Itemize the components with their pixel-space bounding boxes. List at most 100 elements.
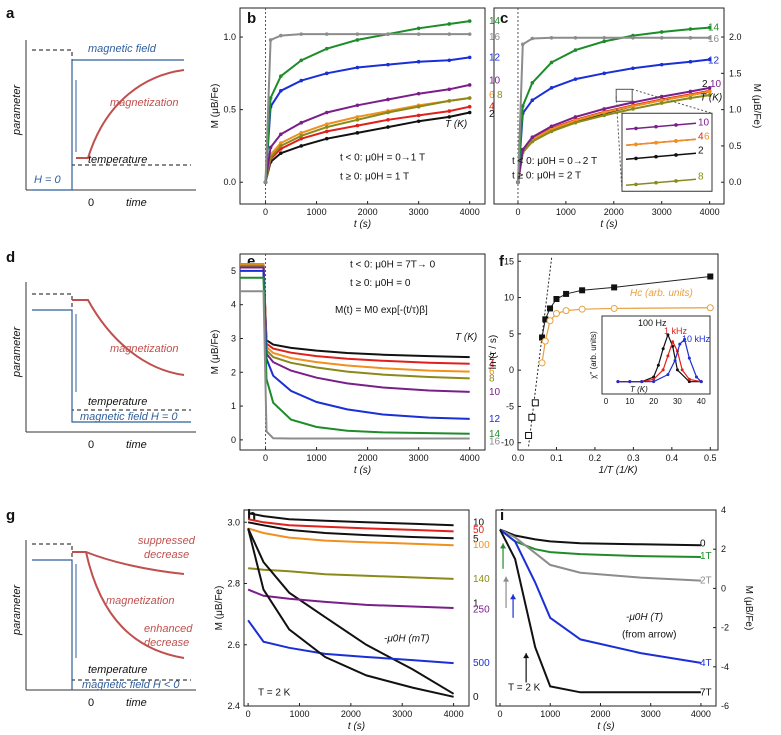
y-tick-label: 2 [721,544,726,554]
data-point [447,99,452,103]
x-tick-label: 1000 [556,207,576,217]
schematic-xlabel: time [126,697,147,709]
series-label: 100 [473,540,490,551]
data-point [386,97,390,102]
data-point [602,71,607,76]
y-tick-label: 0 [509,365,514,375]
x-tick-label: 4000 [460,207,480,217]
series-label: 4T [700,658,712,669]
magnetization-curve [76,69,185,159]
series-label: 12 [708,55,720,66]
data-point [467,110,472,115]
data-point [299,136,304,141]
series-line-i-4T [499,528,702,664]
inset-data-point [673,359,677,363]
label-h-zero: H = 0 [34,174,61,186]
schematic-ylabel: parameter [11,326,23,378]
x-tick-label: 0 [246,709,251,719]
series-label: 6 [489,367,495,378]
label-temperature: temperature [88,664,147,676]
y-tick-label: -6 [721,701,729,711]
x-tick-label: 4000 [444,709,464,719]
y-tick-label: -4 [721,662,729,672]
schematic-xlabel: time [126,439,147,451]
y-tick-label: 0.5 [223,105,236,115]
series-label: 14 [489,429,501,440]
inset-data-point [652,380,656,384]
data-point [324,129,329,134]
series-label: 2 [702,79,708,90]
annotation-line-1: t < 0: μ0H = 0→1 T [340,152,425,163]
y-tick-label: 1.0 [729,105,742,115]
enhanced-curve [85,551,185,659]
data-point [573,48,578,52]
data-point [707,25,712,30]
series-line-b-4 [264,105,470,183]
data-point [631,107,635,111]
data-point-square [539,334,546,341]
inset-data-point [674,179,678,183]
data-point [447,32,452,36]
data-point [324,46,329,51]
data-point [355,117,360,122]
series-label: 0 [473,692,479,703]
x-tick-label: 1000 [540,709,560,719]
series-line-c-16 [517,36,710,183]
x-tick-label: 2000 [604,207,624,217]
plot-frame [239,253,486,451]
plot-frame [243,509,470,707]
x-tick-label: 0.0 [512,453,525,463]
data-point [602,110,607,115]
y-tick-label: 1.0 [223,32,236,42]
inset-data-point [666,373,670,377]
series-label: 6 [489,90,495,101]
series-label: 16 [489,32,501,43]
series-line-c-8 [517,94,710,183]
annotation-temperature: T = 2 K [508,682,541,693]
field-arrow-head [503,576,510,582]
data-point [520,147,525,152]
data-point [279,88,283,93]
y-tick-label: 3.0 [227,517,240,527]
panel-letter-f: f [499,253,505,270]
inset-data-point [699,380,703,384]
annotation-line-3: M(t) = M0 exp[-(t/τ)β] [335,305,428,316]
inset-data-point [661,347,665,351]
series-label: 4 [489,359,495,370]
data-point [549,129,554,134]
x-tick-label: 1000 [289,709,309,719]
data-point [416,59,421,64]
x-tick-label: 0.3 [627,453,640,463]
series-line-h-100 [247,527,454,547]
label-enhanced: enhanced [144,623,193,635]
data-point-square [563,290,570,297]
annotation-line-2: t ≥ 0: μ0H = 0 [350,278,411,289]
data-point-circle [578,305,586,313]
data-point [279,151,283,155]
data-point [324,125,329,129]
magnetization-curve [72,299,185,376]
schematic-zero-label: 0 [88,697,94,709]
label-magnetization: magnetization [110,343,179,355]
field-line [32,59,184,191]
data-point [707,57,712,62]
field-arrow-head [510,594,517,600]
data-point [416,91,421,96]
data-point [688,27,693,31]
inset-data-point [634,126,638,131]
data-point [467,32,472,36]
data-point [416,119,421,124]
inset-label: 8 [698,171,704,182]
data-point [386,125,390,129]
series-line-h-140 [248,567,454,580]
x-tick-label: 0 [498,709,503,719]
data-point [573,120,578,125]
data-point [467,83,472,87]
y-tick-label: 0.5 [729,141,742,151]
data-point [279,33,283,38]
data-point-square [542,316,549,323]
chart-panel-b: 0 1000 2000 3000 4000 0.0 0.5 1.0 t (s) M (μB/Fe)… [210,7,503,230]
